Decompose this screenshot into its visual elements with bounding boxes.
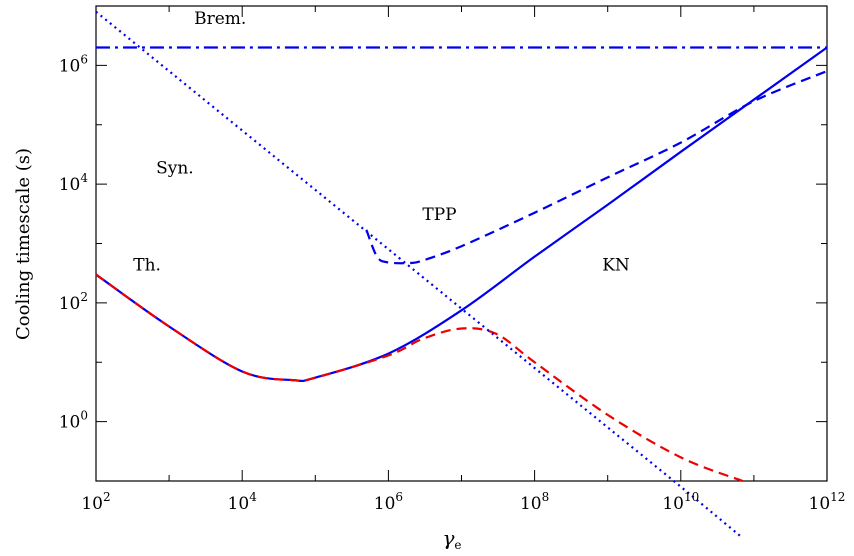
tick-labels: 102 104 106 108 1010 1012 100 102 104 106 <box>59 52 846 514</box>
series-line-total <box>95 46 828 383</box>
annotation-label: Syn. <box>156 159 194 179</box>
x-axis-label: γe <box>442 526 461 552</box>
y-tick-label: 100 <box>59 409 88 433</box>
x-tick-label: 106 <box>374 490 403 514</box>
x-tick-label: 104 <box>228 490 258 514</box>
x-tick-label: 1012 <box>809 490 846 514</box>
y-axis-label: Cooling timescale (s) <box>13 148 34 340</box>
series-line-tpp <box>365 70 828 265</box>
plot-frame <box>95 5 828 482</box>
y-tick-label: 102 <box>59 290 88 314</box>
annotations: Brem. Syn. TPP Th. KN <box>133 9 630 276</box>
axis-ticks <box>95 5 828 482</box>
x-tick-label: 1010 <box>662 490 699 514</box>
y-tick-label: 106 <box>59 52 88 76</box>
series-line-thomson_kn <box>95 273 743 483</box>
x-tick-label: 102 <box>81 490 110 514</box>
series-layer <box>95 10 828 539</box>
annotation-label: KN <box>602 256 630 276</box>
annotation-label: Brem. <box>194 9 246 29</box>
series-line-synchrotron <box>95 10 744 539</box>
annotation-label: TPP <box>422 205 456 225</box>
y-tick-label: 104 <box>59 171 89 195</box>
x-tick-label: 108 <box>520 490 549 514</box>
annotation-label: Th. <box>133 256 161 276</box>
